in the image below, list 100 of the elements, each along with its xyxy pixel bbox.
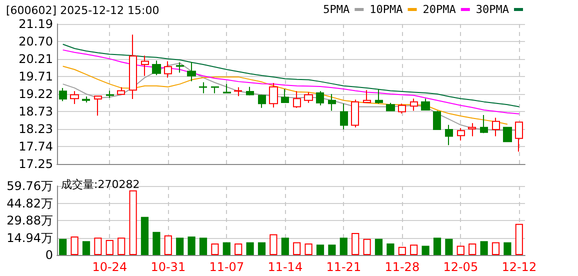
bar xyxy=(480,241,488,255)
candlestick xyxy=(445,124,453,146)
bar xyxy=(386,243,394,255)
candlestick xyxy=(328,94,336,112)
candlestick xyxy=(515,122,523,152)
candlestick xyxy=(258,94,266,108)
bar xyxy=(234,243,242,255)
bar xyxy=(222,242,230,255)
candlestick xyxy=(269,82,278,108)
line-series xyxy=(62,66,508,125)
candlestick xyxy=(457,128,465,142)
candlestick xyxy=(433,110,441,130)
candlestick xyxy=(246,86,254,96)
x-tick-label: 10-31 xyxy=(150,260,186,274)
bar xyxy=(492,242,500,255)
x-tick-label: 12-05 xyxy=(443,260,478,274)
candlestick xyxy=(94,96,102,116)
y-tick-label: 29.88万 xyxy=(6,214,53,228)
y-tick-label: 44.82万 xyxy=(6,196,53,210)
candlestick xyxy=(59,87,67,102)
bar xyxy=(70,236,78,255)
x-tick-label: 10-24 xyxy=(92,260,128,274)
bar xyxy=(456,246,464,255)
bar xyxy=(176,238,184,255)
bar xyxy=(468,243,476,255)
bar xyxy=(398,246,406,255)
candlestick xyxy=(70,90,79,104)
candlestick xyxy=(316,90,324,106)
bar xyxy=(246,242,254,255)
line-series xyxy=(62,49,520,114)
bar xyxy=(352,233,360,255)
bar xyxy=(504,242,512,255)
bar xyxy=(211,243,219,255)
x-tick-label: 11-21 xyxy=(326,260,362,274)
y-tick-label: 17.74 xyxy=(18,140,53,154)
bar xyxy=(445,238,453,255)
y-tick-label: 21.19 xyxy=(18,17,53,31)
candlestick xyxy=(375,88,383,104)
candlestick xyxy=(211,86,219,94)
bar xyxy=(328,244,336,255)
bar xyxy=(118,238,126,255)
y-tick-label: 20.21 xyxy=(18,52,53,66)
legend-label: 5PMA xyxy=(323,3,350,16)
bar xyxy=(164,235,172,255)
candlestick xyxy=(480,114,488,134)
candlestick xyxy=(199,82,207,94)
y-tick-label: 17.25 xyxy=(18,157,53,171)
bar xyxy=(304,243,312,255)
bar xyxy=(140,216,149,255)
candlestick xyxy=(421,98,430,110)
bar xyxy=(515,224,523,255)
y-tick-label: 19.22 xyxy=(18,87,53,101)
chart-title: 成交量:270282 xyxy=(61,178,140,191)
bar xyxy=(410,244,418,255)
y-tick-label: 59.76万 xyxy=(6,179,53,193)
bar xyxy=(293,242,301,255)
candlestick xyxy=(164,60,172,78)
x-tick-label: 12-12 xyxy=(502,260,537,274)
y-tick-label: 19.71 xyxy=(18,70,53,84)
candlestick xyxy=(340,103,348,130)
bar xyxy=(258,242,266,255)
bar xyxy=(433,238,442,255)
candlestick xyxy=(129,34,137,100)
candlestick xyxy=(187,62,196,82)
candlestick xyxy=(223,84,231,94)
candlestick xyxy=(117,86,125,95)
legend-label: 20PMA xyxy=(422,3,456,16)
bar xyxy=(188,236,196,255)
bar xyxy=(422,246,430,255)
candlestick xyxy=(106,90,114,98)
candlestick xyxy=(503,126,512,142)
x-tick-label: 11-07 xyxy=(209,260,244,274)
candlestick xyxy=(363,90,371,104)
bar xyxy=(94,238,102,255)
y-tick-label: 18.73 xyxy=(18,104,53,118)
bar xyxy=(82,241,90,255)
candlestick xyxy=(82,96,90,104)
candlestick xyxy=(281,88,289,104)
candlestick xyxy=(304,92,313,104)
legend-label: 30PMA xyxy=(476,3,510,16)
bar xyxy=(374,238,383,255)
candlestick xyxy=(410,98,418,112)
candlestick xyxy=(176,62,184,74)
candlestick xyxy=(386,102,395,112)
bar xyxy=(106,240,114,255)
candlestick xyxy=(351,99,359,128)
y-tick-label: 18.23 xyxy=(18,122,53,136)
candlestick xyxy=(468,122,476,137)
y-tick-label: 0 xyxy=(45,248,53,262)
bar xyxy=(129,190,137,255)
candlestick xyxy=(492,117,500,137)
bar xyxy=(199,238,208,255)
bar xyxy=(363,238,371,255)
y-tick-label: 20.70 xyxy=(18,34,53,48)
x-tick-label: 11-14 xyxy=(268,260,303,274)
bar xyxy=(316,244,324,255)
bar xyxy=(270,234,278,255)
line-series xyxy=(62,44,520,108)
bar xyxy=(59,238,67,255)
bar xyxy=(281,238,289,255)
